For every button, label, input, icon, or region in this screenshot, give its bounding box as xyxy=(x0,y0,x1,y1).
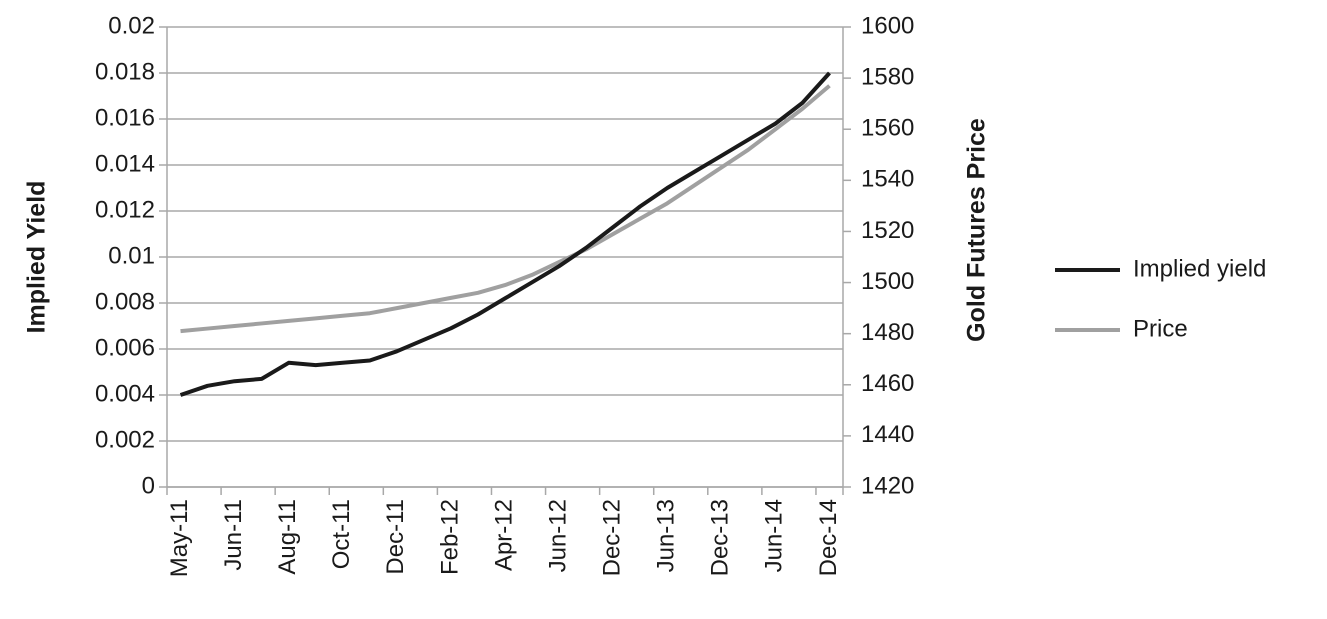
y2-tick-label: 1520 xyxy=(861,217,914,244)
x-tick-label: Dec-14 xyxy=(815,499,842,576)
y-tick-label: 0 xyxy=(142,472,155,499)
y2-tick-label: 1440 xyxy=(861,421,914,448)
legend-label: Price xyxy=(1133,315,1188,342)
y-tick-label: 0.006 xyxy=(95,334,155,361)
y-tick-label: 0.008 xyxy=(95,288,155,315)
y2-tick-label: 1540 xyxy=(861,166,914,193)
x-tick-label: Jun-11 xyxy=(220,499,247,571)
x-tick-label: Apr-12 xyxy=(490,499,517,571)
x-tick-label: Jun-14 xyxy=(761,499,788,572)
y-axis-title: Implied Yield xyxy=(23,181,51,334)
y-tick-label: 0.018 xyxy=(95,58,155,85)
y2-axis-title: Gold Futures Price xyxy=(963,118,991,342)
y-tick-label: 0.012 xyxy=(95,196,155,223)
y2-tick-label: 1420 xyxy=(861,472,914,499)
y2-tick-label: 1560 xyxy=(861,115,914,142)
y2-tick-label: 1600 xyxy=(861,12,914,39)
x-tick-label: Feb-12 xyxy=(436,499,463,575)
y-tick-label: 0.004 xyxy=(95,380,155,407)
x-tick-label: Jun-13 xyxy=(653,499,680,572)
series-line xyxy=(180,84,831,334)
y-tick-label: 0.016 xyxy=(95,104,155,131)
x-tick-label: Jun-12 xyxy=(544,499,571,572)
y-tick-label: 0.02 xyxy=(108,12,155,39)
y-tick-label: 0.002 xyxy=(95,426,155,453)
x-tick-label: Oct-11 xyxy=(328,499,355,569)
y2-tick-label: 1500 xyxy=(861,268,914,295)
y2-tick-label: 1580 xyxy=(861,63,914,90)
y-tick-label: 0.01 xyxy=(108,242,155,269)
y2-tick-label: 1480 xyxy=(861,319,914,346)
x-tick-label: Dec-13 xyxy=(707,499,734,576)
x-tick-label: May-11 xyxy=(166,499,193,577)
legend-label: Implied yield xyxy=(1133,255,1266,282)
series-line xyxy=(179,71,831,397)
y-tick-label: 0.014 xyxy=(95,150,155,177)
x-tick-label: Dec-11 xyxy=(382,499,409,575)
y2-tick-label: 1460 xyxy=(861,370,914,397)
x-tick-label: Aug-11 xyxy=(274,499,301,575)
x-tick-label: Dec-12 xyxy=(599,499,626,576)
